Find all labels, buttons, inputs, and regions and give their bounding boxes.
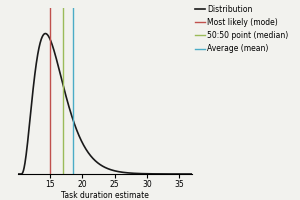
Legend: Distribution, Most likely (mode), 50:50 point (median), Average (mean): Distribution, Most likely (mode), 50:50 … — [196, 5, 288, 53]
X-axis label: Task duration estimate: Task duration estimate — [61, 191, 149, 200]
